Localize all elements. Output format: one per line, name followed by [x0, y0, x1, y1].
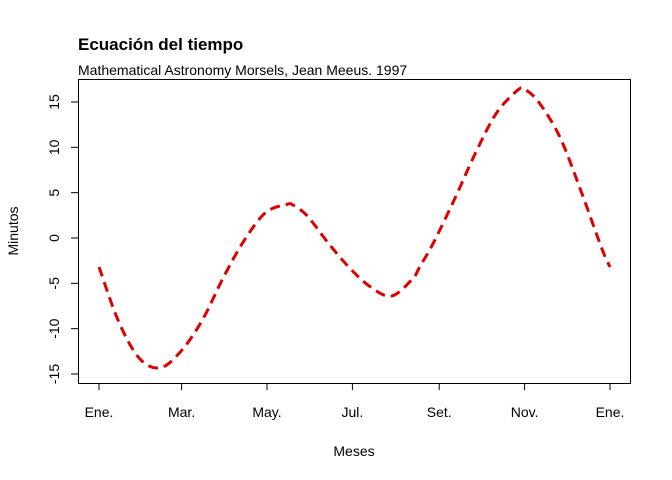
y-tick-label: 15 [46, 94, 62, 110]
y-tick-label: 10 [46, 139, 62, 155]
y-tick-label: -15 [46, 364, 62, 384]
x-tick-label: Ene. [85, 404, 114, 420]
y-axis-label: Minutos [5, 206, 21, 255]
chart-subtitle: Mathematical Astronomy Morsels, Jean Mee… [78, 62, 407, 78]
y-tick-label: -5 [46, 277, 62, 290]
y-axis: -15 -10 -5 0 5 10 15 [46, 94, 79, 384]
x-tick-label: Nov. [511, 404, 539, 420]
x-tick-label: Ene. [596, 404, 625, 420]
series-layer [97, 86, 612, 370]
y-tick-label: 0 [46, 234, 62, 242]
series-line [97, 86, 612, 370]
x-axis-label: Meses [333, 443, 374, 459]
x-tick-label: Mar. [168, 404, 195, 420]
x-tick-label: Jul. [342, 404, 364, 420]
chart-title: Ecuación del tiempo [78, 35, 243, 54]
x-tick-label: Set. [427, 404, 452, 420]
y-tick-label: 5 [46, 189, 62, 197]
x-tick-label: May. [252, 404, 281, 420]
y-tick-label: -10 [46, 318, 62, 338]
x-axis: Ene. Mar. May. Jul. Set. Nov. Ene. [85, 383, 625, 420]
plot-box [78, 79, 631, 384]
